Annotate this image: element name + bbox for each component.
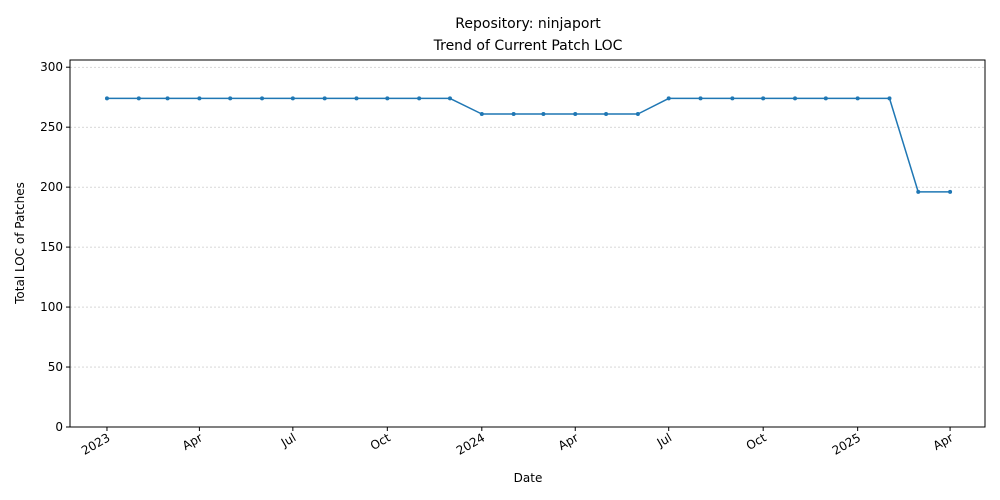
y-tick-label: 250 xyxy=(40,120,63,134)
y-tick-label: 150 xyxy=(40,240,63,254)
data-point xyxy=(793,96,798,101)
x-tick-label: 2025 xyxy=(830,430,863,457)
y-tick-label: 100 xyxy=(40,300,63,314)
data-point xyxy=(260,96,265,101)
data-point xyxy=(165,96,170,101)
data-point xyxy=(855,96,860,101)
data-point xyxy=(541,111,546,116)
x-tick-label: Apr xyxy=(180,430,205,453)
y-axis-label: Total LOC of Patches xyxy=(13,182,27,305)
data-point xyxy=(197,96,202,101)
data-point xyxy=(447,96,452,101)
x-axis-label: Date xyxy=(514,471,543,485)
x-axis-ticks: 2023 Apr Jul Oct 2024 Apr Jul Oct 2025 Apr xyxy=(79,427,956,458)
data-point xyxy=(104,96,109,101)
y-tick-label: 50 xyxy=(48,360,63,374)
x-tick-label: Oct xyxy=(368,430,393,453)
data-point xyxy=(761,96,766,101)
data-point xyxy=(698,96,703,101)
series-layer xyxy=(104,96,953,194)
data-point xyxy=(730,96,735,101)
data-point xyxy=(322,96,327,101)
data-point xyxy=(948,189,953,194)
y-axis-ticks: 0 50 100 150 200 250 300 xyxy=(40,60,70,434)
data-point xyxy=(385,96,390,101)
x-tick-label: Jul xyxy=(278,430,298,450)
chart-title: Repository: ninjaport xyxy=(455,16,601,32)
y-tick-label: 300 xyxy=(40,60,63,74)
x-tick-label: 2024 xyxy=(454,430,487,457)
data-point xyxy=(916,189,921,194)
data-point xyxy=(354,96,359,101)
y-tick-label: 0 xyxy=(55,420,63,434)
x-tick-label: 2023 xyxy=(79,430,112,457)
data-point xyxy=(887,96,892,101)
y-tick-label: 200 xyxy=(40,180,63,194)
x-tick-label: Apr xyxy=(931,430,956,453)
data-point xyxy=(290,96,295,101)
data-point xyxy=(666,96,671,101)
x-tick-label: Apr xyxy=(556,430,581,453)
plot-area-frame xyxy=(69,59,986,428)
y-gridlines xyxy=(70,66,985,428)
data-point xyxy=(479,111,484,116)
data-point xyxy=(573,111,578,116)
data-point xyxy=(604,111,609,116)
data-point xyxy=(823,96,828,101)
x-tick-label: Oct xyxy=(744,430,769,453)
series-line xyxy=(107,97,951,193)
data-point xyxy=(417,96,422,101)
data-point xyxy=(228,96,233,101)
x-tick-label: Jul xyxy=(654,430,674,450)
data-point xyxy=(136,96,141,101)
data-point xyxy=(635,111,640,116)
data-point xyxy=(511,111,516,116)
chart-subtitle: Trend of Current Patch LOC xyxy=(433,38,623,54)
